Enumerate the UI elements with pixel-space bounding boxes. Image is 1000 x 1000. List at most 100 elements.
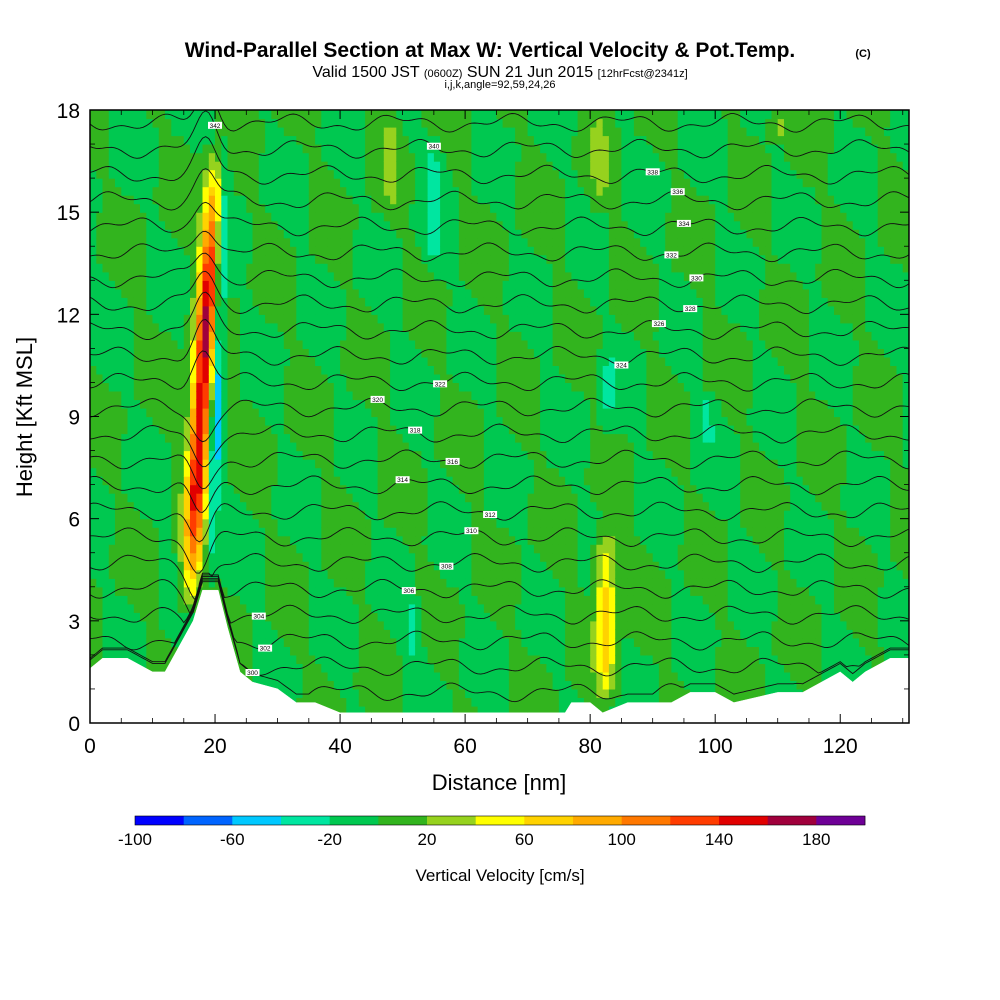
velocity-cell bbox=[215, 569, 222, 579]
velocity-cell bbox=[427, 271, 435, 281]
velocity-cell bbox=[408, 356, 416, 366]
velocity-cell bbox=[252, 459, 260, 469]
velocity-cell bbox=[421, 220, 429, 230]
velocity-cell bbox=[327, 603, 335, 613]
velocity-cell bbox=[515, 459, 522, 469]
velocity-cell bbox=[358, 220, 366, 230]
velocity-cell bbox=[96, 203, 104, 213]
velocity-cell bbox=[102, 425, 110, 435]
velocity-cell bbox=[296, 416, 304, 426]
velocity-cell bbox=[308, 229, 316, 239]
velocity-cell bbox=[121, 620, 129, 630]
velocity-cell bbox=[340, 263, 347, 273]
velocity-cell bbox=[302, 314, 310, 324]
velocity-cell bbox=[483, 331, 491, 341]
velocity-cell bbox=[396, 459, 404, 469]
velocity-cell bbox=[340, 416, 347, 426]
velocity-cell bbox=[427, 578, 435, 588]
velocity-cell bbox=[421, 331, 429, 341]
velocity-cell bbox=[440, 459, 447, 469]
velocity-cell bbox=[358, 246, 366, 256]
velocity-cell bbox=[115, 135, 122, 145]
velocity-cell bbox=[246, 442, 254, 452]
velocity-cell bbox=[508, 561, 516, 571]
velocity-cell bbox=[421, 229, 429, 239]
velocity-cell bbox=[258, 246, 266, 256]
velocity-cell bbox=[158, 433, 166, 443]
velocity-cell bbox=[327, 535, 335, 545]
velocity-cell bbox=[290, 263, 297, 273]
velocity-cell bbox=[483, 442, 491, 452]
velocity-cell bbox=[333, 493, 341, 503]
velocity-cell bbox=[383, 254, 391, 264]
velocity-cell bbox=[340, 118, 347, 128]
velocity-cell bbox=[508, 382, 516, 392]
velocity-cell bbox=[446, 110, 454, 120]
velocity-cell bbox=[352, 476, 360, 486]
velocity-cell bbox=[308, 586, 316, 596]
velocity-cell bbox=[452, 178, 460, 188]
velocity-cell bbox=[427, 603, 435, 613]
velocity-cell bbox=[477, 297, 485, 307]
velocity-cell bbox=[358, 322, 366, 332]
velocity-cell bbox=[477, 144, 485, 154]
velocity-cell bbox=[233, 459, 241, 469]
velocity-cell bbox=[477, 373, 485, 383]
velocity-cell bbox=[427, 671, 435, 681]
velocity-cell bbox=[446, 161, 454, 171]
velocity-cell bbox=[458, 476, 466, 486]
velocity-cell bbox=[246, 518, 254, 528]
velocity-cell bbox=[321, 637, 329, 647]
velocity-cell bbox=[240, 144, 247, 154]
velocity-cell bbox=[308, 212, 316, 222]
velocity-cell bbox=[202, 578, 210, 588]
velocity-cell bbox=[327, 263, 335, 273]
velocity-cell bbox=[433, 697, 441, 707]
velocity-cell bbox=[252, 237, 260, 247]
velocity-cell bbox=[421, 552, 429, 562]
velocity-cell bbox=[365, 220, 372, 230]
velocity-cell bbox=[383, 510, 391, 520]
velocity-cell bbox=[396, 680, 404, 690]
velocity-cell bbox=[421, 271, 429, 281]
velocity-cell bbox=[183, 152, 191, 162]
velocity-cell bbox=[440, 322, 447, 332]
velocity-cell bbox=[102, 203, 110, 213]
velocity-cell bbox=[258, 595, 266, 605]
velocity-cell bbox=[158, 552, 166, 562]
velocity-cell bbox=[146, 365, 154, 375]
velocity-cell bbox=[152, 433, 160, 443]
velocity-cell bbox=[340, 161, 347, 171]
velocity-cell bbox=[152, 629, 160, 639]
velocity-cell bbox=[321, 110, 329, 120]
velocity-cell bbox=[415, 697, 422, 707]
velocity-cell bbox=[440, 110, 447, 120]
velocity-cell bbox=[358, 578, 366, 588]
velocity-cell bbox=[233, 169, 241, 179]
velocity-cell bbox=[502, 203, 510, 213]
velocity-cell bbox=[477, 118, 485, 128]
velocity-cell bbox=[140, 382, 147, 392]
velocity-cell bbox=[321, 442, 329, 452]
velocity-cell bbox=[502, 331, 510, 341]
velocity-cell bbox=[158, 297, 166, 307]
velocity-cell bbox=[333, 212, 341, 222]
velocity-cell bbox=[483, 493, 491, 503]
velocity-cell bbox=[252, 195, 260, 205]
velocity-cell bbox=[133, 493, 141, 503]
velocity-cell bbox=[371, 373, 379, 383]
velocity-cell bbox=[433, 246, 441, 256]
velocity-cell bbox=[283, 680, 291, 690]
velocity-cell bbox=[446, 314, 454, 324]
velocity-cell bbox=[421, 237, 429, 247]
velocity-cell bbox=[252, 365, 260, 375]
velocity-cell bbox=[152, 314, 160, 324]
velocity-cell bbox=[515, 322, 522, 332]
velocity-cell bbox=[358, 203, 366, 213]
velocity-cell bbox=[496, 186, 504, 196]
velocity-cell bbox=[465, 620, 472, 630]
velocity-cell bbox=[477, 186, 485, 196]
velocity-cell bbox=[96, 654, 104, 664]
velocity-cell bbox=[346, 339, 354, 349]
velocity-cell bbox=[290, 365, 297, 375]
